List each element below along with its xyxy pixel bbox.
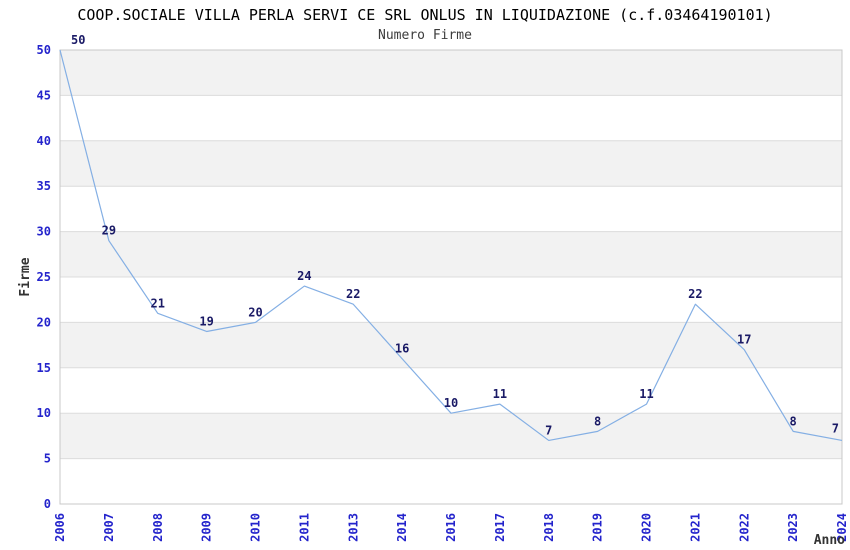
y-tick-label: 40 [37, 134, 51, 148]
y-tick-label: 15 [37, 361, 51, 375]
data-point-label: 50 [71, 33, 85, 47]
x-tick-label: 2009 [200, 513, 214, 542]
data-point-label: 24 [297, 269, 311, 283]
x-tick-label: 2008 [151, 513, 165, 542]
data-point-label: 8 [594, 414, 601, 428]
data-point-label: 16 [395, 342, 409, 356]
plot-band [60, 413, 842, 459]
background-bands [60, 50, 842, 504]
data-point-label: 7 [545, 423, 552, 437]
x-axis-ticks: 2006 2007 2008 2009 2010 2011 2013 2014 2016 2017… [53, 513, 849, 542]
gridlines [59, 49, 843, 505]
y-tick-label: 5 [44, 452, 51, 466]
y-axis-ticks: 0 5 10 15 20 25 30 35 40 45 50 [37, 43, 51, 511]
plot-band [60, 95, 842, 141]
plot-band [60, 50, 842, 96]
y-tick-label: 35 [37, 179, 51, 193]
data-point-label: 10 [444, 396, 458, 410]
x-tick-label: 2020 [640, 513, 654, 542]
x-tick-label: 2007 [102, 513, 116, 542]
x-tick-label: 2017 [493, 513, 507, 542]
plot-band [60, 277, 842, 323]
data-point-label: 17 [737, 333, 751, 347]
y-tick-label: 50 [37, 43, 51, 57]
x-tick-label: 2011 [297, 513, 311, 542]
x-tick-label: 2021 [688, 513, 702, 542]
plot-border [59, 49, 843, 505]
y-tick-label: 45 [37, 88, 51, 102]
plot-band [60, 186, 842, 232]
y-tick-label: 25 [37, 270, 51, 284]
x-tick-label: 2016 [444, 513, 458, 542]
data-point-label: 19 [199, 314, 213, 328]
y-tick-label: 20 [37, 315, 51, 329]
data-point-label: 7 [832, 421, 839, 435]
plot-band [60, 367, 842, 414]
plot-band [60, 458, 842, 504]
x-tick-label: 2014 [395, 513, 409, 542]
y-tick-label: 0 [44, 497, 51, 511]
data-point-label: 22 [346, 287, 360, 301]
x-tick-label: 2023 [786, 513, 800, 542]
x-tick-label: 2018 [542, 513, 556, 542]
x-tick-label: 2022 [737, 513, 751, 542]
data-point-label: 11 [493, 387, 507, 401]
data-point-label: 29 [102, 224, 116, 238]
series-line [59, 49, 843, 442]
chart-subtitle: Numero Firme [378, 28, 472, 43]
plot-band [60, 231, 842, 277]
data-point-label: 22 [688, 287, 702, 301]
x-tick-label: 2006 [53, 513, 67, 542]
x-axis-title: Anno [814, 533, 845, 548]
data-point-label: 20 [248, 305, 262, 319]
y-axis-title: Firme [18, 257, 33, 296]
x-tick-label: 2024 [835, 513, 849, 542]
chart-title: COOP.SOCIALE VILLA PERLA SERVI CE SRL ON… [77, 6, 772, 24]
data-point-label: 11 [639, 387, 653, 401]
data-point-labels: 50 29 21 19 20 24 22 16 10 11 7 8 11 22 17 8 7 [71, 33, 839, 437]
plot-band [60, 322, 842, 368]
x-tick-label: 2013 [346, 513, 360, 542]
data-point-label: 8 [790, 414, 797, 428]
data-point-label: 21 [151, 296, 165, 310]
x-tick-label: 2010 [249, 513, 263, 542]
x-tick-label: 2019 [591, 513, 605, 542]
y-tick-label: 30 [37, 225, 51, 239]
plot-band [60, 140, 842, 187]
y-tick-label: 10 [37, 406, 51, 420]
series-layer [59, 49, 843, 442]
